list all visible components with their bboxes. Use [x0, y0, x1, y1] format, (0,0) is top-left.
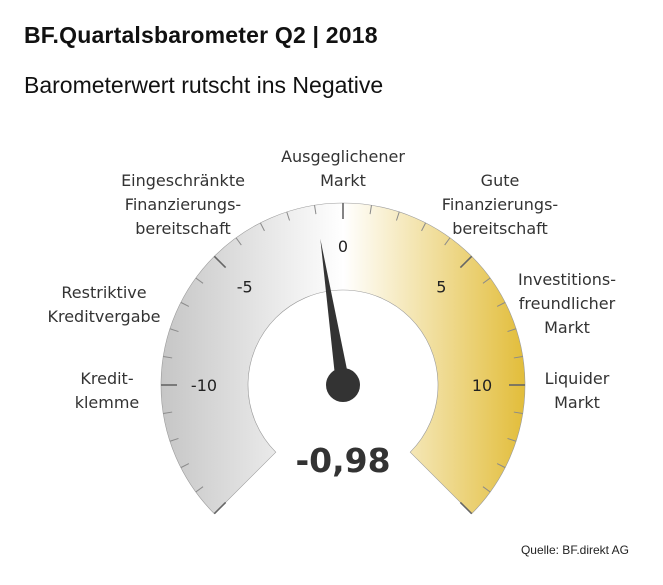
gauge-value-label: -0,98	[295, 441, 390, 480]
minor-tick-mark	[369, 205, 372, 215]
minor-tick-mark	[513, 356, 523, 359]
needle	[320, 238, 350, 387]
minor-tick-mark	[169, 437, 179, 442]
source-note: Quelle: BF.direkt AG	[520, 543, 629, 557]
minor-tick-mark	[195, 486, 204, 493]
chart-title: BF.Quartalsbarometer Q2 | 2018	[24, 22, 378, 48]
category-label: Restriktive Kreditvergabe	[47, 283, 160, 326]
minor-tick-mark	[286, 211, 291, 221]
category-label: Ausgeglichener Markt	[281, 147, 405, 190]
category-label: Gute Finanzierungs-bereitschaft	[442, 171, 558, 238]
needle-hub	[326, 368, 360, 402]
minor-tick-mark	[482, 486, 491, 493]
minor-tick-mark	[421, 222, 427, 232]
major-tick-mark	[213, 501, 227, 515]
minor-tick-mark	[235, 237, 242, 246]
tick-label: -5	[237, 278, 253, 297]
category-label: Investitions-freundlicher Markt	[518, 270, 616, 337]
tick-label: 0	[338, 237, 348, 256]
category-label: Eingeschränkte Finanzierungs-bereitschaft	[121, 171, 245, 238]
minor-tick-mark	[195, 277, 204, 284]
chart-subtitle: Barometerwert rutscht ins Negative	[24, 72, 384, 98]
minor-tick-mark	[507, 437, 517, 442]
minor-tick-mark	[314, 205, 317, 215]
minor-tick-mark	[180, 463, 190, 469]
minor-tick-mark	[513, 411, 523, 414]
category-label: Liquider Markt	[545, 369, 610, 412]
major-tick-mark	[213, 255, 227, 269]
category-label: Kredit-klemme	[75, 369, 140, 412]
gauge-arc	[160, 202, 526, 515]
minor-tick-mark	[259, 222, 265, 232]
minor-tick-mark	[444, 237, 451, 246]
tick-label: -10	[191, 376, 217, 395]
major-tick-mark	[459, 501, 473, 515]
minor-tick-mark	[507, 328, 517, 333]
minor-tick-mark	[163, 356, 173, 359]
minor-tick-mark	[496, 463, 506, 469]
minor-tick-mark	[395, 211, 400, 221]
minor-tick-mark	[482, 277, 491, 284]
tick-label: 10	[472, 376, 492, 395]
tick-label: 5	[436, 278, 446, 297]
minor-tick-mark	[169, 328, 179, 333]
minor-tick-mark	[180, 301, 190, 307]
minor-tick-mark	[496, 301, 506, 307]
minor-tick-mark	[163, 411, 173, 414]
major-tick-mark	[459, 255, 473, 269]
